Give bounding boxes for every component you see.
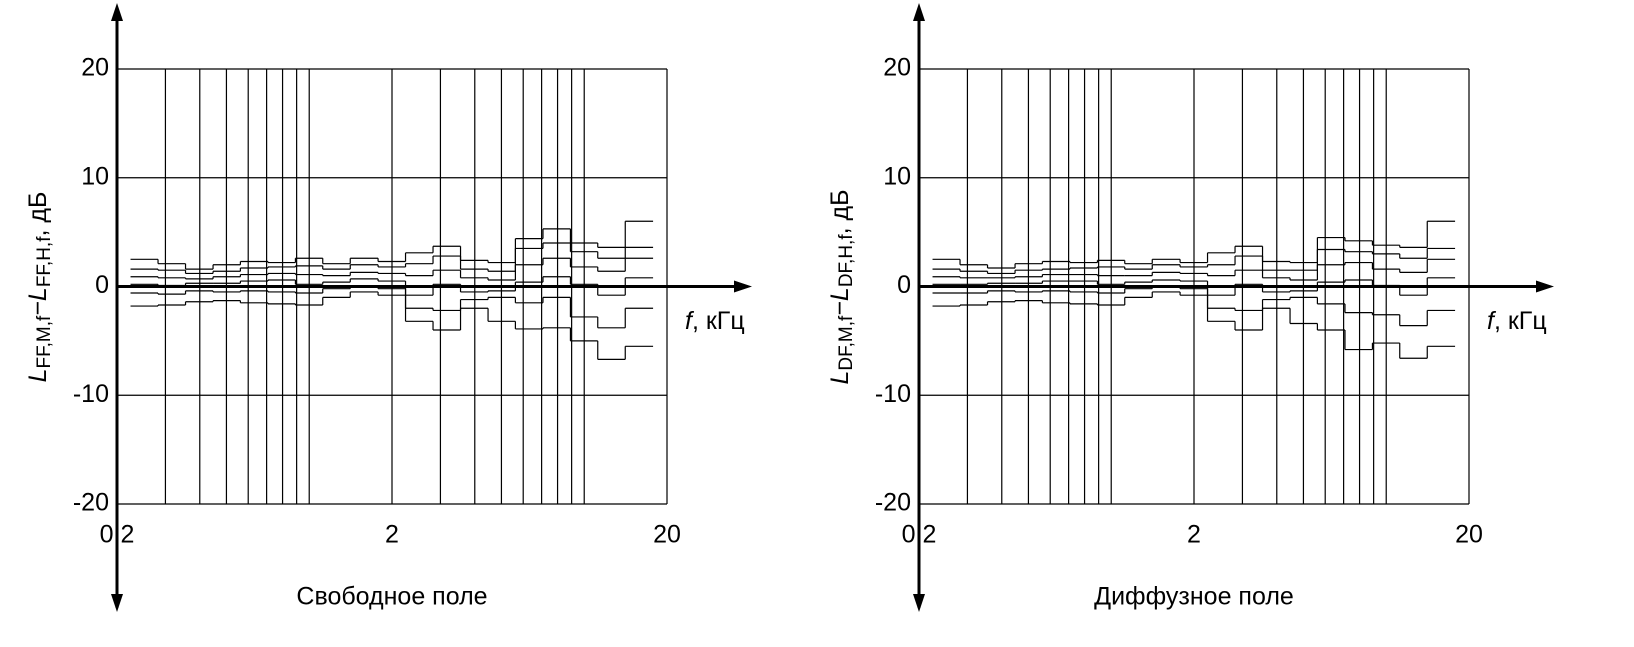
y-tick-label: 0: [897, 271, 911, 299]
y-label-text: , дБ: [24, 192, 52, 237]
x-label-unit: , кГц: [692, 307, 745, 335]
y-axis-label: LFF,M,f−LFF,H,f, дБ: [24, 192, 55, 383]
y-label-text: −L: [826, 287, 854, 316]
y-tick-label: -20: [875, 489, 911, 517]
y-tick-label: 10: [883, 162, 911, 190]
y-label-text: L: [24, 368, 52, 382]
y-arrow-down: [913, 594, 925, 612]
y-arrow-down: [111, 594, 123, 612]
x-tick-label: 2: [1187, 521, 1201, 549]
y-label-text: L: [826, 371, 854, 385]
y-tick-label: 20: [81, 54, 109, 82]
x-label-unit: , кГц: [1494, 307, 1547, 335]
y-tick-label: -20: [73, 489, 109, 517]
y-label-subscript: FF,H,f: [34, 236, 55, 287]
y-arrow-up: [111, 3, 123, 21]
y-tick-label: 0: [95, 271, 109, 299]
x-label-symbol: f: [685, 307, 695, 335]
x-arrow: [734, 280, 752, 293]
subtitle: Диффузное поле: [1094, 583, 1294, 611]
y-tick-label: 20: [883, 54, 911, 82]
y-label-text: −L: [24, 287, 52, 316]
y-tick-label: 10: [81, 162, 109, 190]
y-tick-label: -10: [875, 380, 911, 408]
x-label-symbol: f: [1487, 307, 1497, 335]
y-tick-label: -10: [73, 380, 109, 408]
subtitle: Свободное поле: [296, 583, 487, 611]
y-label-text: , дБ: [826, 190, 854, 235]
x-axis-label: f, кГц: [1487, 307, 1547, 335]
y-label-subscript: FF,M,f: [34, 315, 55, 368]
x-tick-label: 20: [1455, 521, 1483, 549]
x-arrow: [1536, 280, 1554, 293]
y-arrow-up: [913, 3, 925, 21]
y-label-subscript: DF,M,f: [836, 315, 857, 371]
x-axis-label: f, кГц: [685, 307, 745, 335]
x-tick-label: 20: [653, 521, 681, 549]
x-tick-label: 2: [385, 521, 399, 549]
y-label-subscript: DF,H,f: [836, 234, 857, 288]
y-axis-label: LDF,M,f−LDF,H,f, дБ: [826, 190, 857, 385]
